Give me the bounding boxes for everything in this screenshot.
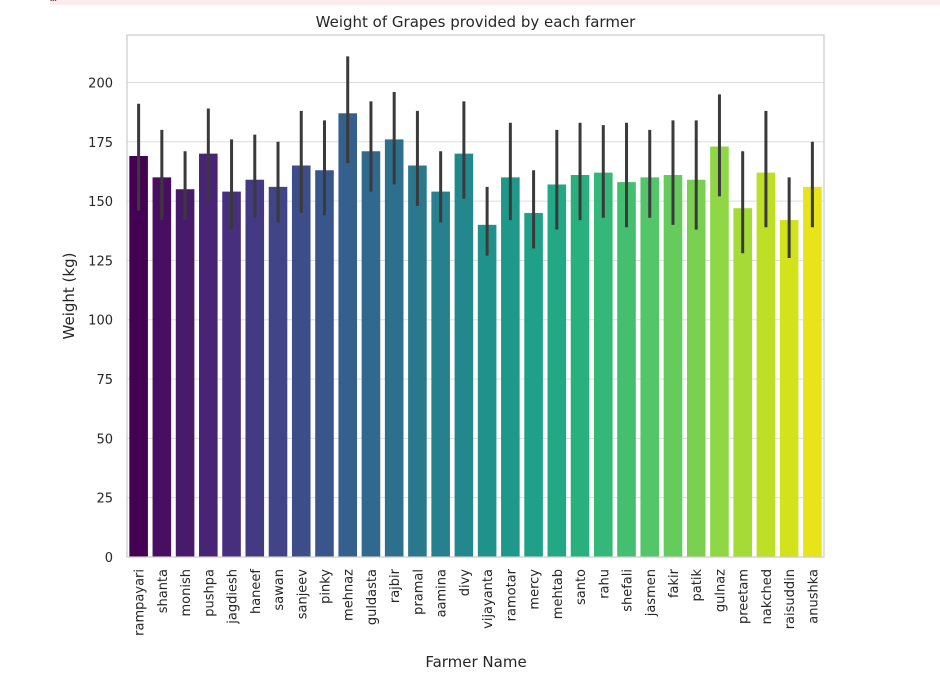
bar xyxy=(803,186,822,557)
x-tick-label: mehtab xyxy=(551,569,566,619)
x-tick-label: monish xyxy=(179,569,194,616)
x-tick-label: anushka xyxy=(806,569,821,624)
x-tick-label: ramotar xyxy=(504,568,519,621)
y-tick-label: 125 xyxy=(88,254,113,269)
bar xyxy=(384,139,404,557)
y-tick-label: 25 xyxy=(96,492,113,507)
x-tick-label: pramal xyxy=(411,569,426,615)
bar xyxy=(663,174,683,557)
x-tick-label: sawan xyxy=(272,569,287,611)
x-tick-label: jagdiesh xyxy=(226,569,241,625)
bar xyxy=(756,172,776,558)
x-tick-label: mercy xyxy=(528,569,543,610)
bar xyxy=(361,151,381,557)
x-axis-title: Farmer Name xyxy=(425,653,526,671)
bar xyxy=(315,170,334,557)
y-tick-label: 150 xyxy=(88,195,113,210)
x-tick-label: divy xyxy=(458,569,473,597)
y-tick-label: 75 xyxy=(96,373,113,388)
x-tick-label: jasmen xyxy=(644,569,659,617)
x-tick-label: fakir xyxy=(667,568,682,598)
x-tick-label: guldasta xyxy=(365,569,380,625)
x-tick-label: rampayari xyxy=(133,569,148,636)
x-tick-label: rahu xyxy=(597,569,612,599)
bar xyxy=(175,189,195,557)
y-axis-title: Weight (kg) xyxy=(60,253,78,340)
x-tick-label: patik xyxy=(690,569,705,602)
warning-strip: … xyxy=(50,0,940,5)
bars xyxy=(129,113,822,558)
bar xyxy=(199,153,218,558)
bar xyxy=(593,172,613,558)
bar xyxy=(570,174,590,557)
x-tick-label: preetam xyxy=(737,569,752,624)
bar xyxy=(640,177,660,557)
error-bars xyxy=(137,56,814,259)
y-tick-label: 50 xyxy=(96,432,113,447)
x-tick-label: vijayanta xyxy=(481,569,496,629)
bar xyxy=(129,156,148,557)
x-tick-label: nakched xyxy=(760,569,775,624)
y-tick-label: 100 xyxy=(88,314,113,329)
x-tick-label: shefali xyxy=(621,569,636,612)
y-tick-label: 200 xyxy=(88,76,113,91)
bar xyxy=(454,153,474,558)
bar xyxy=(431,191,450,557)
warning-text: … xyxy=(50,0,930,4)
x-tick-labels: rampayari shanta monish pushpa jagdiesh hanee… xyxy=(133,568,822,635)
bar xyxy=(268,186,288,557)
plot-frame xyxy=(126,34,825,558)
x-tick-label: sanjeev xyxy=(295,569,310,620)
y-tick-label: 175 xyxy=(88,136,113,151)
bar xyxy=(222,191,241,557)
bar xyxy=(710,146,729,557)
bar xyxy=(733,208,752,557)
x-tick-label: shanta xyxy=(156,569,171,613)
x-tick-label: aamina xyxy=(435,569,450,617)
x-tick-label: santo xyxy=(574,569,589,605)
bar xyxy=(152,177,172,557)
bar xyxy=(338,113,358,558)
bar xyxy=(245,179,265,557)
bar xyxy=(617,182,636,558)
x-tick-label: raisuddin xyxy=(783,569,798,629)
x-tick-label: rajbir xyxy=(388,568,403,603)
bar xyxy=(779,220,799,557)
x-tick-label: gulnaz xyxy=(713,569,728,612)
plot-background xyxy=(127,35,824,557)
bar xyxy=(524,212,543,558)
bar xyxy=(501,177,520,557)
chart-title: Weight of Grapes provided by each farmer xyxy=(316,13,637,31)
x-tick-label: mehnaz xyxy=(342,569,357,621)
bar xyxy=(686,179,706,557)
bar xyxy=(547,184,567,557)
x-tick-label: pushpa xyxy=(202,569,217,617)
y-tick-labels: 0 25 50 75 100 125 150 175 200 xyxy=(88,76,113,566)
bar xyxy=(408,165,427,557)
x-tick-label: haneef xyxy=(249,569,264,614)
bar xyxy=(291,165,311,557)
x-tick-label: pinky xyxy=(318,569,333,604)
y-tick-label: 0 xyxy=(105,551,113,566)
bar xyxy=(477,224,497,557)
